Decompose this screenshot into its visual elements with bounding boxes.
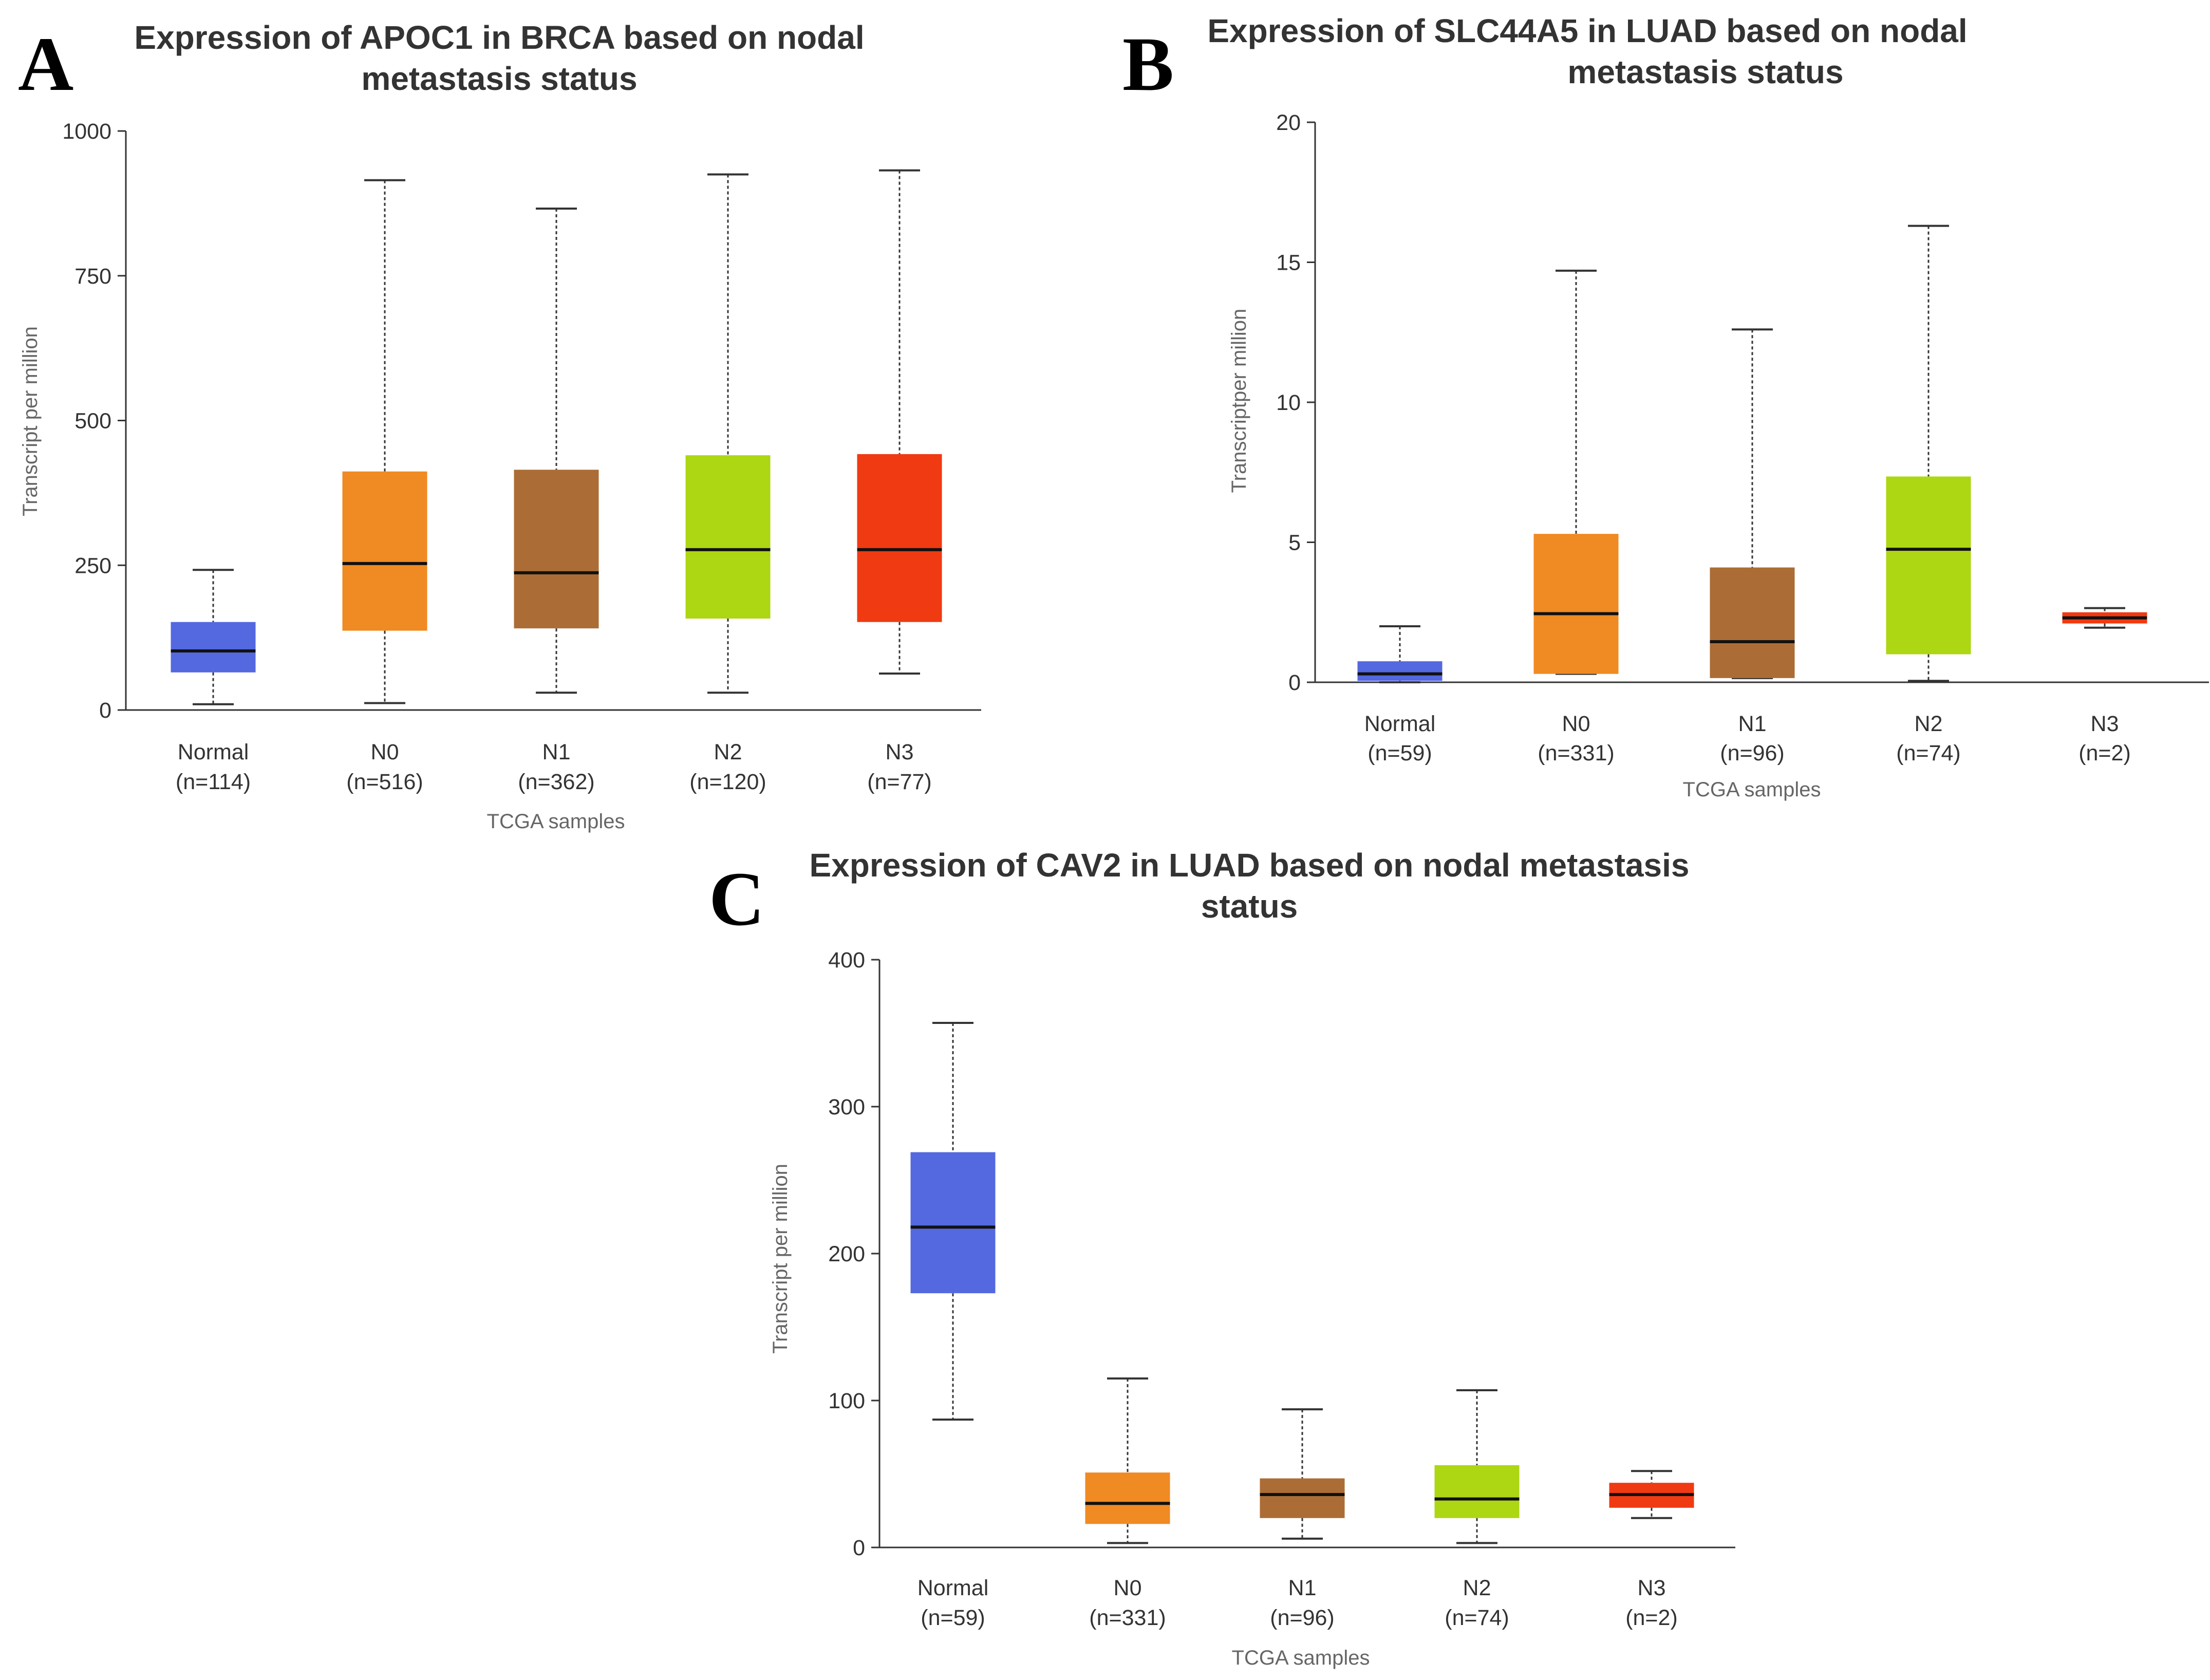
y-tick-label: 0 (1288, 670, 1301, 695)
sample-count-label: (n=2) (2078, 741, 2131, 766)
panel-c: C Expression of CAV2 in LUAD based on no… (709, 847, 1735, 1669)
category-label: N2 (714, 740, 742, 764)
box-normal: Normal (n=59) (910, 1021, 996, 1630)
sample-count-label: (n=114) (176, 770, 251, 794)
iqr-box (1357, 661, 1443, 681)
y-tick-label: 300 (828, 1095, 865, 1119)
box-n2: N2 (n=120) (685, 173, 771, 794)
sample-count-label: (n=59) (1368, 741, 1432, 766)
iqr-box (857, 454, 942, 622)
plot-area: 0 250 500 750 1000 Normal (n=114) N0 (n=516) N1 (n… (62, 119, 981, 794)
chart-title-line-2: metastasis status (1567, 53, 1843, 90)
box-n1: N1 (n=96) (1260, 1408, 1345, 1630)
y-axis-label: Transcript per million (19, 326, 42, 516)
box-n2: N2 (n=74) (1886, 225, 1971, 766)
category-label: N2 (1915, 712, 1943, 736)
box-normal: Normal (n=114) (171, 569, 256, 794)
category-label: N3 (1638, 1576, 1666, 1600)
box-n1: N1 (n=96) (1710, 328, 1795, 766)
sample-count-label: (n=120) (689, 770, 766, 794)
y-axis-label: Transcriptper million (1228, 309, 1250, 493)
sample-count-label: (n=96) (1270, 1606, 1335, 1630)
category-label: Normal (917, 1576, 989, 1600)
plot-area: 0 100 200 300 400 Normal (n=59) N0 (n=331) N1 (n=9… (828, 948, 1735, 1630)
y-tick-label: 500 (74, 409, 111, 434)
panel-letter-b: B (1122, 22, 1174, 107)
y-tick-label: 0 (99, 698, 111, 723)
box-n3: N3 (n=2) (2062, 607, 2147, 766)
iqr-box (1085, 1472, 1170, 1524)
iqr-box (1434, 1465, 1520, 1518)
category-label: Normal (178, 740, 249, 764)
sample-count-label: (n=331) (1538, 741, 1614, 766)
category-label: N2 (1463, 1576, 1491, 1600)
sample-count-label: (n=59) (921, 1606, 985, 1630)
category-label: N1 (1738, 712, 1767, 736)
iqr-box (1886, 476, 1971, 655)
y-tick-label: 250 (74, 553, 111, 578)
chart-title-line-2: metastasis status (361, 60, 637, 97)
panel-letter-a: A (18, 22, 73, 107)
sample-count-label: (n=2) (1625, 1606, 1678, 1630)
category-label: N0 (371, 740, 399, 764)
chart-title-line-1: Expression of SLC44A5 in LUAD based on n… (1207, 12, 1967, 49)
iqr-box (1710, 567, 1795, 678)
box-n0: N0 (n=516) (342, 179, 427, 794)
y-tick-label: 5 (1288, 531, 1301, 555)
box-n1: N1 (n=362) (514, 208, 599, 794)
iqr-box (514, 470, 599, 629)
box-n0: N0 (n=331) (1533, 269, 1619, 766)
category-label: N3 (2091, 712, 2119, 736)
y-tick-label: 20 (1276, 110, 1301, 135)
iqr-box (910, 1152, 996, 1294)
sample-count-label: (n=96) (1720, 741, 1785, 766)
iqr-box (1533, 534, 1619, 674)
plot-area: 0 5 10 15 20 Normal (n=59) N0 (n=331) N1 (n=96) N2 (… (1276, 110, 2209, 766)
y-tick-label: 10 (1276, 390, 1301, 415)
x-axis-label: TCGA samples (487, 810, 625, 833)
panel-a: A Expression of APOC1 in BRCA based on n… (18, 19, 981, 833)
chart-title-line-1: Expression of APOC1 in BRCA based on nod… (134, 19, 864, 56)
x-axis-label: TCGA samples (1683, 778, 1821, 801)
category-label: N0 (1562, 712, 1590, 736)
sample-count-label: (n=516) (346, 770, 423, 794)
iqr-box (685, 455, 771, 619)
chart-title-line-2: status (1201, 888, 1298, 925)
y-tick-label: 200 (828, 1242, 865, 1266)
chart-title-line-1: Expression of CAV2 in LUAD based on noda… (810, 847, 1690, 884)
y-tick-label: 15 (1276, 251, 1301, 275)
category-label: N0 (1114, 1576, 1142, 1600)
box-n3: N3 (n=77) (857, 169, 942, 794)
sample-count-label: (n=74) (1445, 1606, 1509, 1630)
category-label: N1 (542, 740, 571, 764)
y-tick-label: 100 (828, 1389, 865, 1413)
box-normal: Normal (n=59) (1357, 625, 1443, 766)
category-label: N1 (1288, 1576, 1317, 1600)
x-axis-label: TCGA samples (1232, 1647, 1370, 1669)
box-n2: N2 (n=74) (1434, 1389, 1520, 1630)
iqr-box (171, 622, 256, 673)
panel-letter-c: C (709, 856, 764, 942)
sample-count-label: (n=331) (1089, 1606, 1166, 1630)
box-n3: N3 (n=2) (1609, 1470, 1694, 1630)
category-label: N3 (886, 740, 914, 764)
iqr-box (1260, 1478, 1345, 1518)
y-tick-label: 750 (74, 264, 111, 289)
sample-count-label: (n=77) (867, 770, 932, 794)
box-n0: N0 (n=331) (1085, 1377, 1170, 1630)
category-label: Normal (1364, 712, 1436, 736)
iqr-box (342, 471, 427, 631)
y-axis-label: Transcript per million (769, 1164, 792, 1354)
panel-b: B Expression of SLC44A5 in LUAD based on… (1122, 12, 2209, 801)
sample-count-label: (n=74) (1896, 741, 1961, 766)
sample-count-label: (n=362) (518, 770, 594, 794)
y-tick-label: 400 (828, 948, 865, 973)
y-tick-label: 0 (853, 1536, 865, 1560)
y-tick-label: 1000 (62, 119, 111, 144)
